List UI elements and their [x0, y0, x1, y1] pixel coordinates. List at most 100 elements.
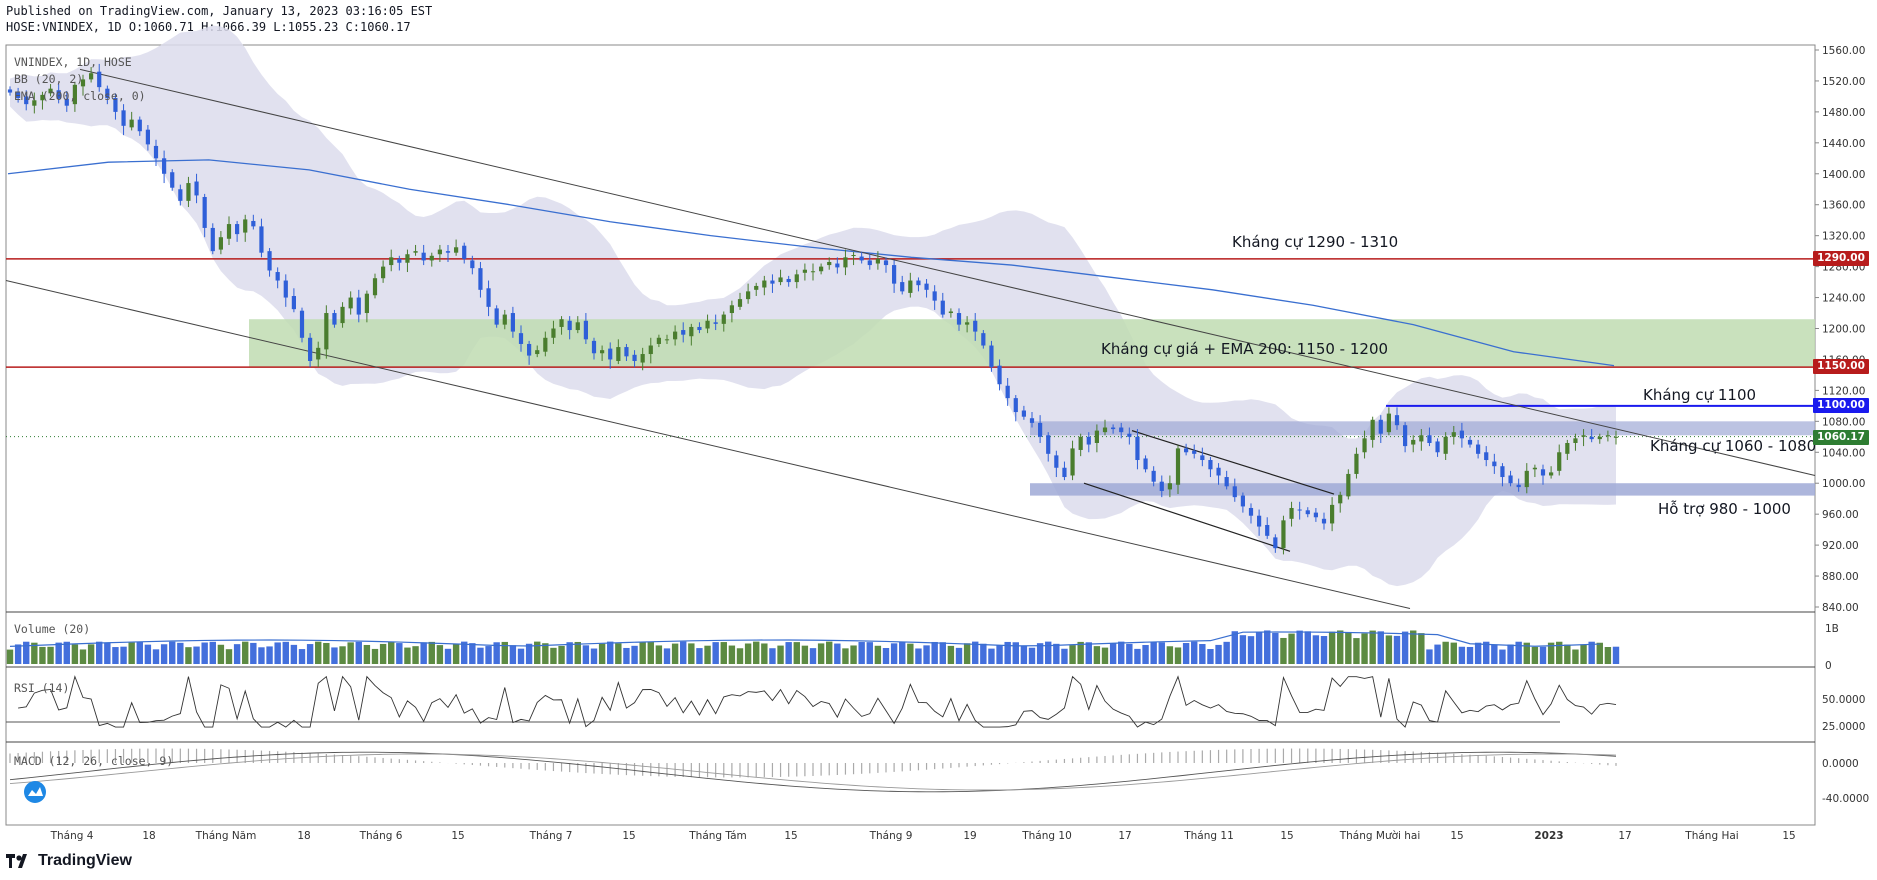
candle-body	[1184, 448, 1189, 453]
candle-body	[640, 354, 645, 363]
candle-body	[1313, 512, 1318, 518]
volume-bar	[477, 647, 484, 664]
candle-body	[275, 272, 280, 281]
candle-body	[1451, 432, 1456, 437]
price-axis-label: 1440.00	[1822, 138, 1865, 150]
candle-body	[656, 337, 661, 344]
candle-body	[1265, 524, 1270, 536]
candle-body	[1386, 413, 1391, 433]
volume-bar	[517, 648, 525, 664]
tradingview-brand[interactable]: TradingView	[6, 852, 132, 870]
candle-body	[1208, 460, 1213, 470]
candle-body	[1492, 461, 1497, 467]
volume-bar	[461, 641, 468, 664]
volume-bar	[631, 645, 638, 664]
volume-bar	[1345, 633, 1352, 664]
candle-body	[997, 365, 1002, 385]
candle-body	[810, 271, 816, 273]
volume-bar	[1328, 631, 1336, 664]
candle-body	[324, 313, 329, 350]
volume-bar	[282, 641, 289, 664]
volume-bar	[988, 648, 995, 664]
volume-bar	[1458, 646, 1466, 664]
candle-body	[527, 343, 532, 356]
volume-bar	[1118, 641, 1125, 664]
candle-body	[567, 320, 572, 331]
macd-legend: MACD (12, 26, close, 9)	[14, 754, 174, 768]
macd-signal-line	[9, 753, 1617, 791]
candle-body	[470, 260, 475, 269]
candle-body	[1354, 453, 1359, 474]
candle-body	[713, 322, 718, 324]
rsi-axis-label: 25.0000	[1822, 721, 1865, 733]
candle-body	[202, 196, 207, 228]
time-axis-label: Tháng 11	[1183, 830, 1234, 842]
candle-body	[1257, 515, 1262, 527]
candle-body	[1119, 427, 1124, 433]
price-axis-label: 840.00	[1822, 602, 1859, 614]
volume-bar	[6, 649, 14, 664]
candle-body	[973, 320, 978, 332]
volume-bar	[1588, 641, 1595, 664]
volume-bar	[452, 643, 460, 664]
price-axis-label: 1320.00	[1822, 231, 1865, 243]
volume-bar	[874, 645, 882, 664]
time-axis-label: 19	[963, 830, 976, 842]
volume-bar	[355, 641, 362, 664]
main-legend-ema: EMA (200, close, 0)	[14, 89, 146, 103]
volume-bar	[890, 643, 898, 664]
candle-body	[1565, 442, 1570, 454]
candle-body	[948, 311, 953, 314]
candle-body	[1557, 452, 1562, 471]
volume-bar	[550, 647, 557, 664]
volume-bar	[728, 645, 736, 664]
volume-bar	[242, 641, 249, 664]
volume-bar	[1564, 644, 1571, 664]
volume-bar	[907, 643, 914, 664]
time-axis-label: 2023	[1534, 830, 1563, 842]
candle-body	[673, 331, 678, 340]
candle-body	[908, 280, 913, 293]
volume-bar	[23, 641, 30, 664]
candle-body	[291, 296, 296, 310]
published-line: Published on TradingView.com, January 13…	[6, 4, 433, 18]
candle-body	[875, 258, 880, 264]
volume-bar	[525, 643, 533, 664]
candle-body	[259, 226, 264, 253]
volume-bar	[225, 649, 233, 664]
candle-body	[859, 256, 864, 261]
chart-logo-badge	[24, 781, 46, 803]
candle-body	[178, 189, 183, 201]
candle-body	[1435, 441, 1440, 453]
volume-bar	[696, 648, 703, 664]
rsi-line	[18, 675, 1617, 728]
candle-body	[494, 308, 499, 325]
volume-bar	[688, 643, 695, 664]
price-axis-label: 1400.00	[1822, 169, 1865, 181]
volume-bar	[371, 648, 379, 664]
volume-bar	[144, 644, 152, 664]
volume-bar	[485, 646, 492, 664]
candle-body	[689, 326, 694, 337]
candle-body	[218, 237, 223, 250]
volume-bar	[1182, 643, 1190, 664]
candle-body	[591, 340, 597, 354]
candle-body	[1394, 415, 1400, 426]
candle-body	[1021, 410, 1026, 417]
brand-name: TradingView	[38, 852, 132, 869]
candle-body	[421, 252, 426, 261]
volume-bar	[1223, 641, 1230, 664]
candle-body	[624, 347, 629, 357]
volume-bar	[331, 647, 338, 664]
candle-body	[1362, 438, 1367, 453]
annotation-res-1060: Kháng cự 1060 - 1080	[1650, 437, 1817, 455]
volume-bar	[1191, 641, 1198, 664]
volume-bar	[509, 645, 517, 664]
price-tag-1290: 1290.00	[1813, 251, 1869, 266]
volume-bar	[193, 646, 200, 664]
volume-bar	[404, 647, 411, 664]
candle-body	[1029, 418, 1035, 423]
volume-bar	[712, 642, 719, 664]
volume-bar	[87, 644, 95, 664]
